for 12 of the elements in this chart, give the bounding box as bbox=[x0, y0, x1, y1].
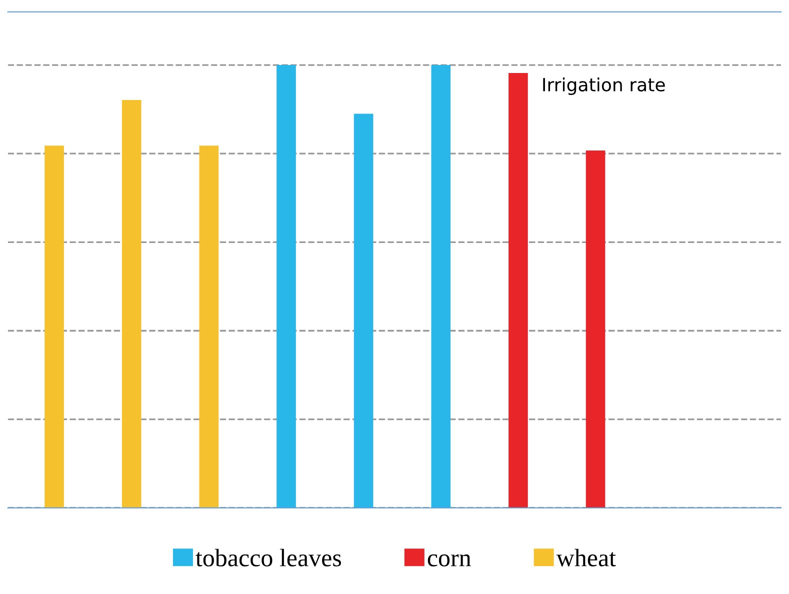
bar bbox=[431, 65, 451, 508]
bar bbox=[199, 146, 219, 508]
annotation: Irrigation rate bbox=[543, 78, 665, 95]
bar bbox=[44, 146, 64, 508]
bar bbox=[508, 72, 528, 508]
bar bbox=[276, 65, 296, 508]
bar bbox=[354, 114, 374, 508]
bar bbox=[122, 100, 142, 508]
legend-label: tobacco leaves bbox=[196, 548, 342, 566]
legend-label: corn bbox=[428, 554, 471, 566]
bar bbox=[586, 150, 606, 508]
legend-label: wheat bbox=[556, 548, 616, 566]
